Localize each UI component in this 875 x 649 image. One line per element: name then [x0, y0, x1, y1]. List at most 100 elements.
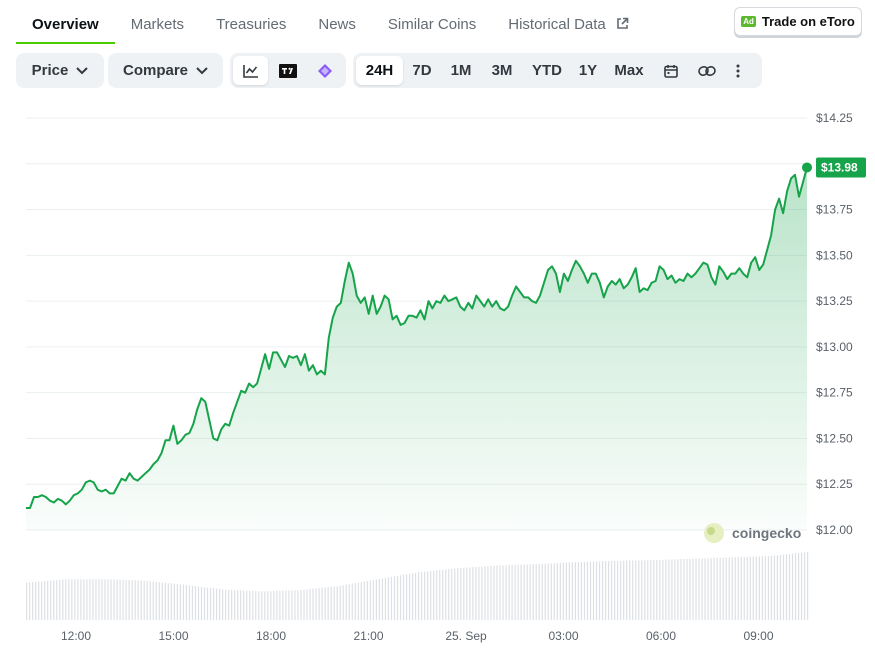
- volume-bar: [38, 581, 40, 620]
- price-dropdown[interactable]: Price: [16, 53, 104, 88]
- volume-bar: [484, 566, 486, 620]
- volume-bar: [728, 557, 730, 620]
- volume-bar: [626, 560, 628, 620]
- tab-markets[interactable]: Markets: [130, 16, 185, 33]
- range-3m[interactable]: 3M: [491, 62, 513, 79]
- y-tick-label: $13.00: [816, 340, 853, 354]
- volume-bar: [203, 587, 206, 620]
- y-tick-label: $13.50: [816, 248, 853, 262]
- volume-bar: [396, 575, 399, 620]
- volume-bar: [41, 581, 43, 620]
- volume-bar: [644, 560, 646, 620]
- volume-bar: [366, 581, 368, 620]
- volume-bar: [390, 576, 393, 620]
- volume-bar: [32, 582, 34, 620]
- range-24h[interactable]: 24H: [356, 56, 403, 85]
- volume-bar: [179, 584, 181, 620]
- volume-bar: [119, 579, 121, 620]
- trade-on-etoro-button[interactable]: Ad Trade on eToro: [734, 7, 862, 36]
- volume-bar: [300, 589, 302, 620]
- volume-bar: [571, 562, 573, 620]
- line-chart-button[interactable]: [233, 56, 269, 85]
- volume-bar: [387, 577, 390, 620]
- volume-bar: [225, 589, 227, 620]
- nav-tabs: Overview Markets Treasuries News Similar…: [16, 0, 645, 44]
- chart-type-group: [230, 53, 346, 88]
- volume-bar: [330, 586, 332, 620]
- volume-bar: [647, 560, 649, 620]
- volume-bar: [445, 569, 447, 620]
- price-dropdown-button[interactable]: Price: [16, 56, 104, 85]
- volume-bar: [713, 557, 715, 620]
- volume-bar: [393, 576, 396, 620]
- range-7d[interactable]: 7D: [412, 62, 432, 79]
- volume-bar: [381, 578, 384, 620]
- range-1m[interactable]: 1M: [450, 62, 472, 79]
- volume-bar: [405, 574, 408, 620]
- volume-bar: [173, 583, 175, 620]
- calendar-button[interactable]: [653, 56, 689, 85]
- tab-historical-data[interactable]: Historical Data: [492, 0, 645, 44]
- volume-bar: [62, 579, 64, 620]
- range-ytd[interactable]: YTD: [532, 62, 562, 79]
- range-max[interactable]: Max: [614, 62, 644, 79]
- volume-bar: [182, 584, 184, 620]
- volume-bar: [547, 563, 549, 620]
- volume-bar: [773, 555, 776, 620]
- volume-bar: [580, 561, 583, 620]
- volume-bar: [197, 586, 200, 620]
- tab-similar-coins[interactable]: Similar Coins: [387, 16, 477, 33]
- volume-bar: [209, 588, 212, 620]
- compare-dropdown[interactable]: Compare: [108, 53, 223, 88]
- volume-bar: [653, 560, 655, 620]
- volume-bar: [641, 560, 643, 620]
- volume-bar: [517, 564, 519, 620]
- more-button[interactable]: [725, 56, 751, 85]
- volume-bar: [215, 588, 218, 620]
- volume-bar: [315, 588, 317, 620]
- volume-bar: [252, 591, 254, 620]
- volume-bar: [442, 569, 444, 620]
- volume-bar: [71, 579, 73, 620]
- link-button[interactable]: [689, 56, 725, 85]
- volume-bar: [686, 558, 688, 620]
- diamond-button[interactable]: [308, 56, 343, 85]
- volume-bar: [143, 580, 145, 620]
- volume-bar: [327, 587, 329, 620]
- volume-bar: [523, 564, 525, 620]
- volume-bar: [725, 557, 727, 620]
- volume-bar: [767, 556, 769, 620]
- tab-news[interactable]: News: [318, 16, 356, 33]
- volume-bar: [222, 589, 224, 620]
- tab-treasuries[interactable]: Treasuries: [216, 16, 287, 33]
- chevron-down-icon: [196, 66, 208, 74]
- y-tick-label: $13.25: [816, 294, 853, 308]
- volume-bar: [734, 557, 736, 620]
- compare-dropdown-button[interactable]: Compare: [108, 56, 223, 85]
- range-1y[interactable]: 1Y: [578, 62, 598, 79]
- volume-bar: [800, 552, 803, 620]
- current-price-dot: [802, 162, 812, 173]
- range-group: 24H 7D 1M 3M YTD 1Y Max: [353, 53, 762, 88]
- volume-bar: [776, 555, 779, 620]
- volume-bar: [246, 590, 248, 620]
- volume-bar: [692, 558, 694, 620]
- volume-bar: [164, 582, 166, 620]
- tab-overview[interactable]: Overview: [16, 0, 115, 44]
- volume-bar: [339, 585, 341, 620]
- volume-bar: [472, 567, 474, 620]
- volume-bar: [185, 585, 188, 620]
- volume-bar: [243, 590, 245, 620]
- volume-bar: [427, 571, 429, 620]
- volume-bar: [137, 580, 139, 620]
- volume-bar: [29, 582, 31, 620]
- tradingview-button[interactable]: [270, 56, 305, 85]
- volume-bar: [228, 589, 230, 620]
- volume-bar: [632, 560, 634, 620]
- volume-bar: [279, 590, 281, 620]
- volume-bar: [47, 580, 49, 620]
- volume-bar: [532, 564, 534, 620]
- volume-bar: [149, 581, 151, 620]
- volume-bar: [399, 575, 402, 620]
